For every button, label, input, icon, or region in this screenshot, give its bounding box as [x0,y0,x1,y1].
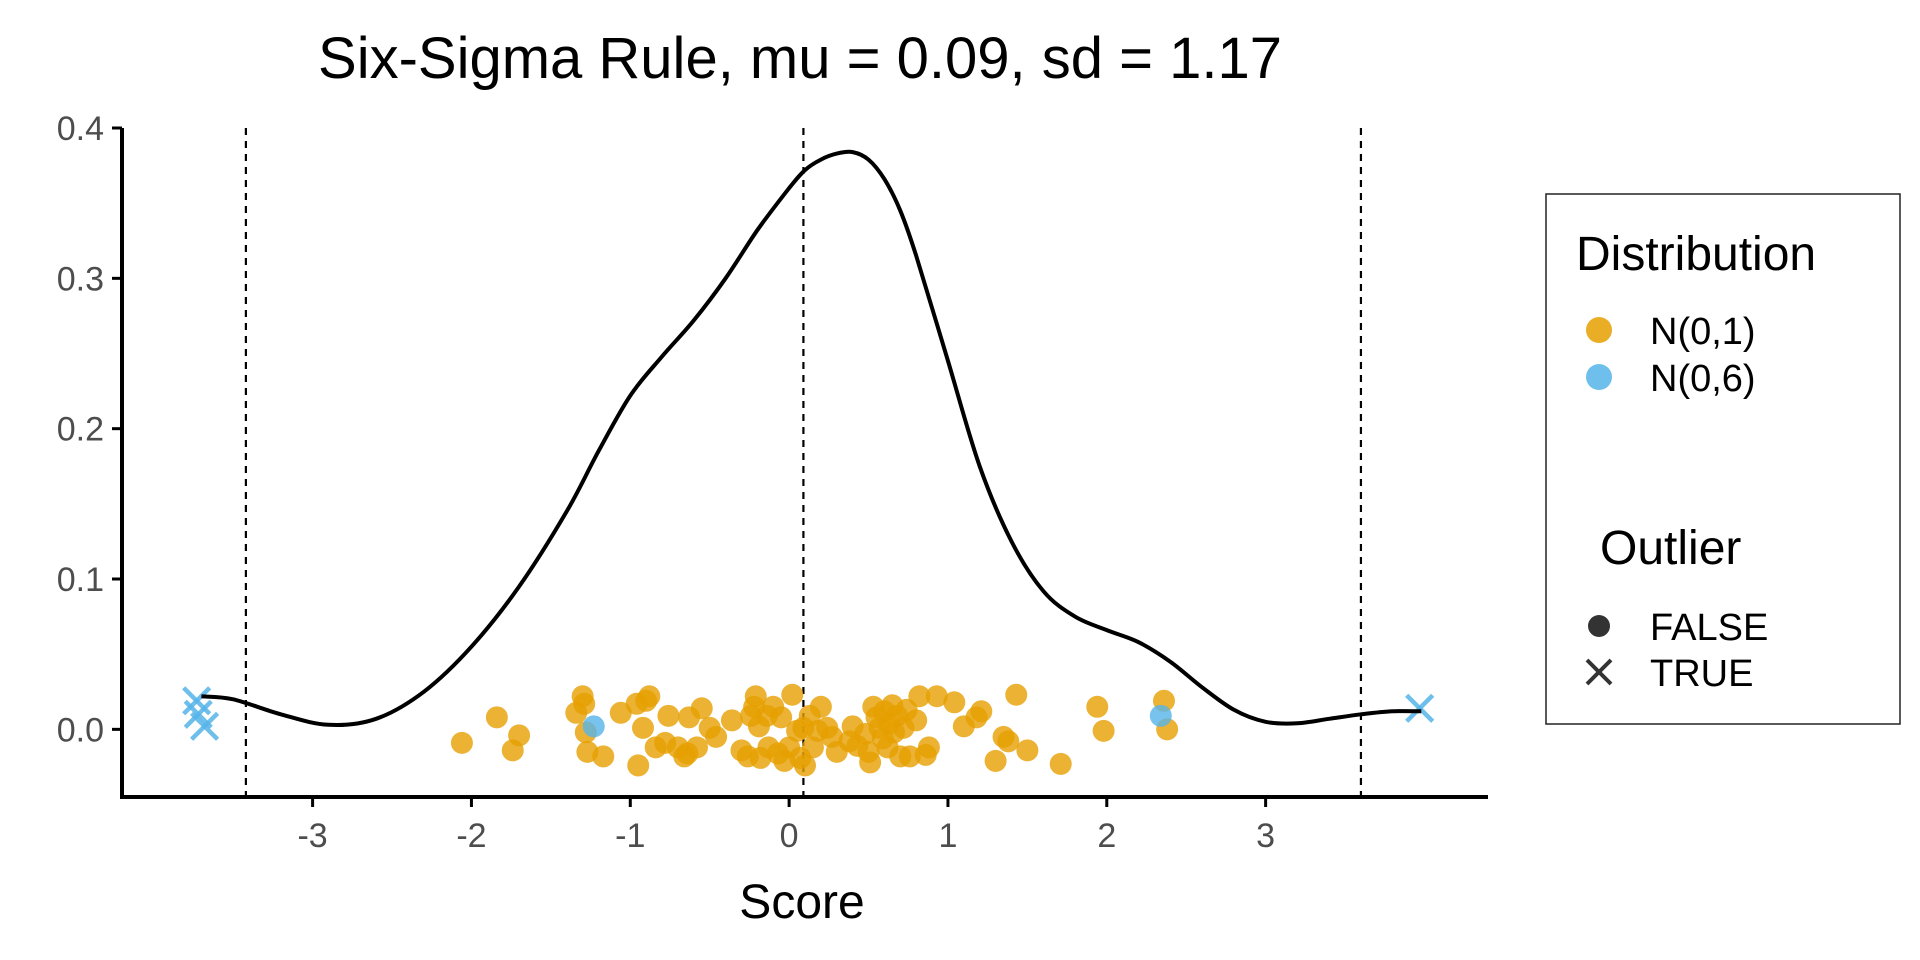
data-point [720,709,743,732]
data-point [925,685,948,708]
data-point [859,751,882,774]
data-point [631,716,654,739]
legend-swatch [1586,317,1612,343]
data-point [770,706,793,729]
y-tick-label: 0.3 [57,260,104,298]
x-tick-label: 0 [780,817,799,855]
y-axis-ticks: 0.0 0.1 0.2 0.3 0.4 [57,110,122,749]
data-point [984,749,1007,772]
legend-label: N(0,1) [1650,311,1756,353]
axes: 0.0 0.1 0.2 0.3 0.4 -3 -2 -1 0 1 2 3 Score [57,110,1488,929]
data-point [1016,739,1039,762]
x-tick-label: 3 [1256,817,1275,855]
legend-title-distribution: Distribution [1576,228,1816,281]
legend-label: N(0,6) [1650,358,1756,400]
data-point [1049,752,1072,775]
data-point [690,697,713,720]
legend-color-entries: N(0,1) N(0,6) [1586,311,1756,400]
data-point [685,736,708,759]
data-point [638,685,661,708]
data-point [801,736,824,759]
points-layer [182,683,1435,777]
data-point [809,695,832,718]
data-point [573,692,596,715]
data-point [705,725,728,748]
data-point [592,745,615,768]
x-tick-label: -1 [615,817,645,855]
legend: Distribution N(0,1) N(0,6) Outlier FALSET… [1545,193,1901,725]
data-point [1086,695,1109,718]
reference-lines [244,128,1363,797]
x-tick-label: 1 [938,817,957,855]
data-point [781,683,804,706]
y-tick-label: 0.2 [57,411,104,449]
data-point [485,706,508,729]
outlier-stroke [182,686,212,716]
legend-label: FALSE [1650,607,1768,649]
y-tick-label: 0.1 [57,561,104,599]
data-point [744,685,767,708]
legend-box [1545,193,1901,725]
data-point [898,745,921,768]
chart-title: Six-Sigma Rule, mu = 0.09, sd = 1.17 [318,26,1282,91]
data-point [970,700,993,723]
data-point [657,704,680,727]
x-tick-label: -3 [297,817,327,855]
outlier-point [190,711,220,741]
legend-shape-cross [1585,658,1613,686]
plot-area [182,128,1435,797]
x-axis-ticks: -3 -2 -1 0 1 2 3 [297,797,1275,855]
data-point [917,736,940,759]
legend-shape-circle [1588,615,1610,637]
x-axis-title: Score [739,876,864,929]
data-point [627,754,650,777]
legend-label: TRUE [1650,653,1753,695]
x-tick-label: 2 [1097,817,1116,855]
data-point [943,691,966,714]
legend-cross-stroke [1585,658,1613,686]
data-point [508,724,531,747]
data-point [582,715,605,738]
legend-swatch [1586,364,1612,390]
data-point [908,685,931,708]
outlier-stroke [183,699,213,729]
legend-title-outlier: Outlier [1600,522,1741,575]
outlier-stroke [190,711,220,741]
data-point [794,754,816,777]
x-tick-label: -2 [456,817,486,855]
outlier-point [1405,693,1435,723]
data-point [1092,719,1115,742]
data-point [1149,704,1172,727]
data-point [905,709,928,732]
data-point [1005,683,1028,706]
data-point [997,730,1020,753]
y-tick-label: 0.0 [57,711,104,749]
data-point [450,731,473,754]
outlier-stroke [1405,693,1435,723]
y-tick-label: 0.4 [57,110,104,148]
density-curve [201,149,1422,727]
